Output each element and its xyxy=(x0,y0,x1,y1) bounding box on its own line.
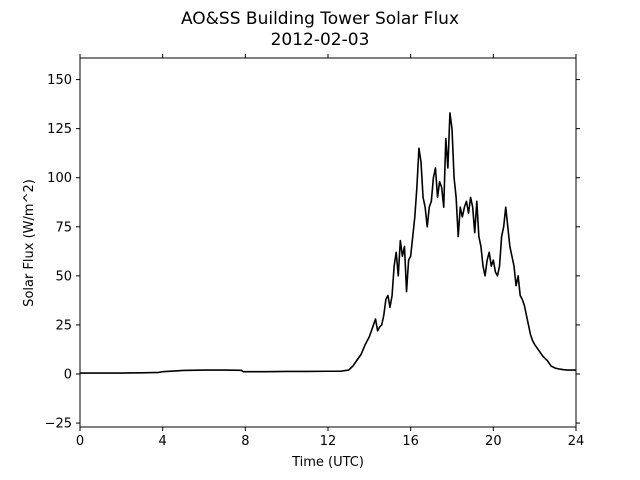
y-tick-label: 75 xyxy=(55,220,72,235)
chart-title: AO&SS Building Tower Solar Flux xyxy=(181,9,459,29)
y-axis-label: Solar Flux (W/m^2) xyxy=(22,179,37,307)
y-tick-label: 150 xyxy=(47,73,72,88)
chart-subtitle: 2012-02-03 xyxy=(271,30,370,50)
x-tick-label: 20 xyxy=(485,434,502,449)
x-tick-label: 8 xyxy=(241,434,249,449)
x-tick-label: 4 xyxy=(159,434,167,449)
y-tick-label: 25 xyxy=(55,318,72,333)
y-tick-label: 0 xyxy=(64,368,72,383)
y-tick-label: 125 xyxy=(47,122,72,137)
x-tick-label: 12 xyxy=(320,434,337,449)
x-tick-label: 24 xyxy=(568,434,585,449)
x-axis-label: Time (UTC) xyxy=(291,455,364,470)
series-line-0 xyxy=(80,112,576,374)
y-tick-label: −25 xyxy=(45,417,72,432)
x-tick-label: 16 xyxy=(402,434,419,449)
y-tick-label: 100 xyxy=(47,171,72,186)
x-tick-label: 0 xyxy=(76,434,84,449)
y-tick-label: 50 xyxy=(55,269,72,284)
plot-area: 0 4 8 12 16 20 24 −25 0 25 50 75 100 125 150 xyxy=(45,54,585,449)
